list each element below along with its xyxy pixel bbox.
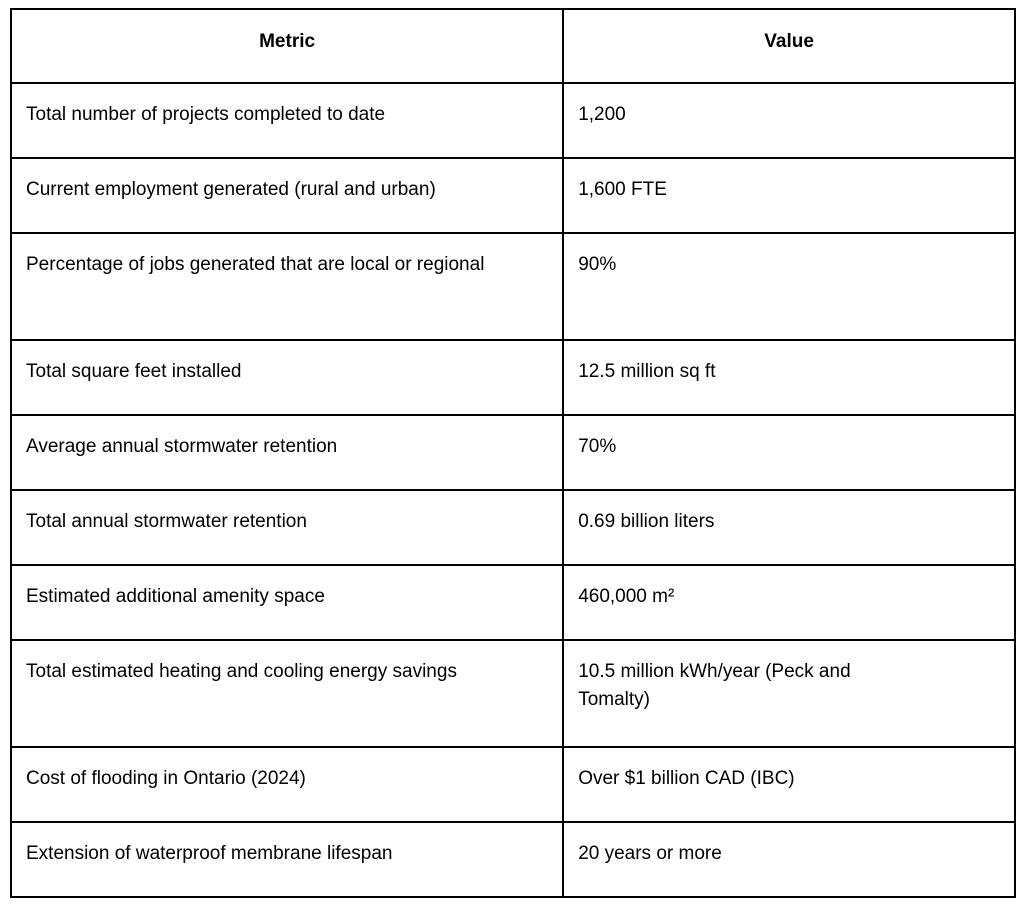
metric-text: Percentage of jobs generated that are lo… [26,254,485,275]
value-cell: 0.69 billion liters [562,489,1016,566]
header-row: Metric Value [9,8,1016,84]
table-row: Total estimated heating and cooling ener… [9,639,1016,748]
column-header-value: Value [562,8,1016,84]
metric-cell: Current employment generated (rural and … [9,157,565,234]
table-row: Cost of flooding in Ontario (2024) Over … [9,746,1016,823]
metric-cell: Total estimated heating and cooling ener… [9,639,565,748]
table-row: Total annual stormwater retention 0.69 b… [9,489,1016,566]
value-cell: 10.5 million kWh/year (Peck and Tomalty) [562,639,1016,748]
value-cell: Over $1 billion CAD (IBC) [562,746,1016,823]
value-cell: 12.5 million sq ft [562,339,1016,416]
table-row: Percentage of jobs generated that are lo… [9,232,1016,341]
value-cell: 20 years or more [562,821,1016,898]
column-header-metric: Metric [9,8,565,84]
metrics-table: Metric Value Total number of projects co… [9,8,1016,898]
metric-cell: Cost of flooding in Ontario (2024) [9,746,565,823]
metric-cell: Estimated additional amenity space [9,564,565,641]
table-row: Extension of waterproof membrane lifespa… [9,821,1016,898]
table-row: Current employment generated (rural and … [9,157,1016,234]
metric-cell: Total annual stormwater retention [9,489,565,566]
table-row: Total number of projects completed to da… [9,82,1016,159]
metric-cell: Total number of projects completed to da… [9,82,565,159]
value-cell: 460,000 m² [562,564,1016,641]
value-cell: 1,200 [562,82,1016,159]
value-cell: 1,600 FTE [562,157,1016,234]
metric-cell: Extension of waterproof membrane lifespa… [9,821,565,898]
table-row: Estimated additional amenity space 460,0… [9,564,1016,641]
metric-cell: Total square feet installed [9,339,565,416]
value-cell: 90% [562,232,1016,341]
value-cell: 70% [562,414,1016,491]
value-text: 10.5 million kWh/year (Peck and Tomalty) [578,661,851,710]
table-row: Average annual stormwater retention 70% [9,414,1016,491]
table-row: Total square feet installed 12.5 million… [9,339,1016,416]
metric-cell: Percentage of jobs generated that are lo… [9,232,565,341]
metric-cell: Average annual stormwater retention [9,414,565,491]
